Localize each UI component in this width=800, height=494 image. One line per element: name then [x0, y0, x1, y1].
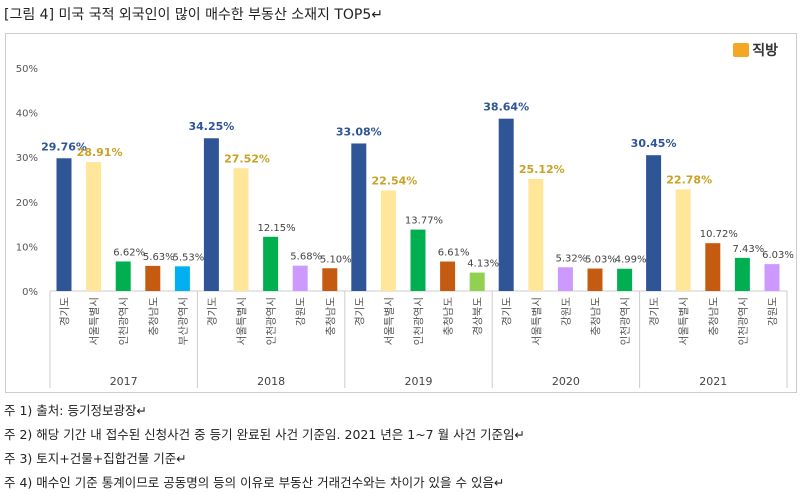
bar	[380, 190, 396, 291]
category-label: 충청남도	[325, 297, 337, 336]
note-1: 주 1) 출처: 등기정보광장↵	[4, 403, 147, 418]
category-label: 충청남도	[148, 297, 160, 336]
data-label: 4.13%	[467, 259, 499, 270]
category-label: 강원도	[767, 297, 779, 326]
figure-title: [그림 4] 미국 국적 외국인이 많이 매수한 부동산 소재지 TOP5↵	[4, 7, 384, 23]
data-label: 12.15%	[258, 223, 296, 234]
category-label: 인천광역시	[737, 297, 749, 345]
category-label: 서울특별시	[89, 297, 101, 345]
data-label: 5.03%	[585, 255, 617, 266]
category-label: 충청남도	[443, 297, 455, 336]
data-label: 5.68%	[290, 252, 322, 263]
category-label: 부산광역시	[177, 297, 189, 345]
bar	[557, 267, 573, 291]
category-label: 강원도	[560, 297, 572, 326]
category-label: 서울특별시	[531, 297, 543, 345]
category-label: 강원도	[295, 297, 307, 326]
bar	[292, 265, 308, 291]
y-tick-label: 20%	[16, 198, 38, 209]
y-tick-label: 40%	[16, 109, 38, 120]
bar	[263, 236, 279, 291]
house-icon	[733, 43, 750, 57]
data-label: 5.63%	[143, 252, 175, 263]
bar	[734, 257, 750, 291]
data-label: 30.45%	[631, 137, 677, 150]
category-label: 충청남도	[708, 297, 720, 336]
bar	[174, 266, 190, 291]
bar	[322, 268, 338, 291]
bar	[440, 261, 456, 291]
y-tick-label: 0%	[22, 287, 38, 298]
data-label: 7.43%	[733, 244, 765, 255]
logo-text: 직방	[752, 43, 778, 59]
bar	[675, 189, 691, 291]
category-label: 경기도	[500, 297, 513, 326]
data-label: 5.53%	[173, 252, 205, 263]
bar	[764, 264, 780, 291]
year-label: 2021	[699, 375, 727, 388]
bar	[498, 118, 514, 291]
y-tick-label: 30%	[16, 153, 38, 164]
category-label: 서울특별시	[678, 297, 690, 345]
y-tick-label: 10%	[16, 242, 38, 253]
data-label: 25.12%	[519, 163, 565, 176]
chart-frame	[5, 33, 797, 393]
bar	[56, 158, 72, 291]
data-label: 5.32%	[556, 253, 588, 264]
data-label: 4.99%	[615, 255, 647, 266]
bar	[233, 168, 249, 291]
bar	[646, 155, 662, 291]
category-label: 경기도	[205, 297, 218, 326]
data-label: 5.10%	[320, 254, 352, 265]
category-label: 경기도	[58, 297, 71, 326]
bar	[617, 268, 633, 291]
category-label: 인천광역시	[620, 297, 632, 345]
note-4: 주 4) 매수인 기준 통계이므로 공동명의 등의 이유로 부동산 거래건수와는…	[4, 475, 505, 490]
category-label: 인천광역시	[413, 297, 425, 345]
zigbang-logo: 직방	[733, 40, 778, 60]
category-label: 서울특별시	[383, 297, 395, 345]
bar	[86, 162, 102, 291]
data-label: 22.54%	[371, 174, 417, 187]
data-label: 34.25%	[188, 120, 234, 133]
category-label: 서울특별시	[236, 297, 248, 345]
bar	[145, 265, 161, 291]
data-label: 28.91%	[77, 146, 123, 159]
data-label: 6.61%	[438, 248, 470, 259]
bar	[528, 178, 544, 291]
bar	[469, 272, 485, 291]
category-label: 경기도	[353, 297, 366, 326]
y-tick-label: 50%	[16, 64, 38, 75]
data-label: 13.77%	[405, 216, 443, 227]
bar	[587, 268, 603, 291]
bar	[351, 143, 367, 291]
bar	[203, 138, 219, 291]
bar	[705, 243, 721, 291]
bar	[115, 261, 131, 291]
year-label: 2017	[110, 375, 138, 388]
data-label: 10.72%	[700, 229, 738, 240]
note-2: 주 2) 해당 기간 내 접수된 신청사건 중 등기 완료된 사건 기준임. 2…	[4, 427, 526, 442]
data-label: 6.62%	[113, 247, 145, 258]
data-label: 29.76%	[41, 140, 87, 153]
category-label: 인천광역시	[266, 297, 278, 345]
data-label: 38.64%	[483, 101, 529, 114]
year-label: 2019	[405, 375, 433, 388]
category-label: 인천광역시	[118, 297, 130, 345]
year-label: 2018	[257, 375, 285, 388]
year-label: 2020	[552, 375, 580, 388]
data-label: 22.78%	[666, 173, 712, 186]
data-label: 27.52%	[224, 152, 270, 165]
bar	[410, 229, 426, 291]
category-label: 경기도	[648, 297, 661, 326]
data-label: 33.08%	[336, 125, 382, 138]
data-label: 6.03%	[762, 250, 794, 261]
category-label: 충청남도	[590, 297, 602, 336]
note-3: 주 3) 토지+건물+집합건물 기준↵	[4, 451, 187, 466]
category-label: 경상북도	[471, 297, 484, 336]
